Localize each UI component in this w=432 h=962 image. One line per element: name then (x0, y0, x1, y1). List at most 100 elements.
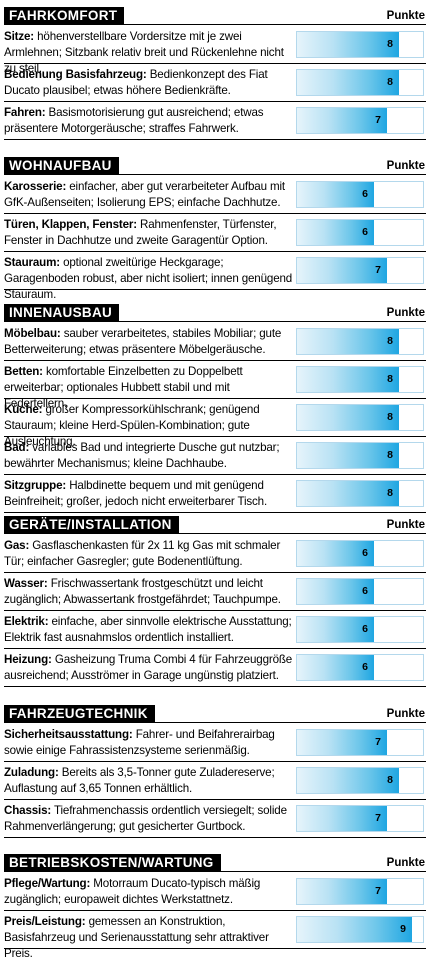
score-value: 8 (387, 449, 393, 461)
rating-row: Preis/Leistung: gemessen an Konstruktion… (4, 911, 426, 960)
score-fill (297, 329, 399, 354)
score-bar: 7 (296, 805, 424, 832)
section-innenausbau: INNENAUSBAU Punkte Möbelbau: sauber verarb… (0, 301, 432, 513)
rating-text: Bedienung Basisfahrzeug: Bedienkonzept d… (4, 67, 293, 99)
score-fill (297, 806, 387, 831)
rating-label: Sicherheitsausstattung: (4, 728, 133, 741)
score-fill (297, 917, 412, 942)
rating-row: Karosserie: einfacher, aber gut verarbei… (4, 176, 426, 214)
rating-row: Sitze: höhenverstellbare Vordersitze mit… (4, 26, 426, 75)
score-fill (297, 443, 399, 468)
score-fill (297, 617, 374, 642)
rating-text: Zuladung: Bereits als 3,5-Tonner gute Zu… (4, 765, 293, 797)
rating-row: Bad: variables Bad und integrierte Dusch… (4, 437, 426, 475)
score-bar: 6 (296, 616, 424, 643)
rating-label: Karosserie: (4, 180, 67, 193)
score-bar: 7 (296, 107, 424, 134)
score-value: 7 (375, 114, 381, 126)
rating-label: Elektrik: (4, 615, 49, 628)
rating-label: Wasser: (4, 577, 48, 590)
score-value: 8 (387, 373, 393, 385)
rating-text: Stauraum: optional zweitürige Heckgarage… (4, 255, 293, 303)
rating-description: Tiefrahmenchassis ordentlich versiegelt;… (4, 804, 287, 833)
score-fill (297, 220, 374, 245)
section-header: INNENAUSBAU Punkte (0, 301, 432, 323)
rating-row: Türen, Klappen, Fenster: Rahmenfenster, … (4, 214, 426, 252)
score-fill (297, 481, 399, 506)
score-value: 6 (362, 585, 368, 597)
score-value: 8 (387, 487, 393, 499)
section-header: FAHRKOMFORT Punkte (0, 4, 432, 26)
rating-row: Zuladung: Bereits als 3,5-Tonner gute Zu… (4, 762, 426, 800)
rating-row: Wasser: Frischwassertank frostgeschützt … (4, 573, 426, 611)
section-rule (4, 871, 426, 873)
rating-row: Sitzgruppe: Halbdinette bequem und mit g… (4, 475, 426, 513)
rating-text: Fahren: Basismotorisierung gut ausreiche… (4, 105, 293, 137)
section-rule (4, 533, 426, 535)
section-title: BETRIEBSKOSTEN/WARTUNG (4, 854, 221, 871)
score-value: 7 (375, 264, 381, 276)
rating-row: Bedienung Basisfahrzeug: Bedienkonzept d… (4, 64, 426, 102)
section-betriebskosten-wartung: BETRIEBSKOSTEN/WARTUNG Punkte Pflege/Wartu… (0, 851, 432, 960)
rating-row: Sicherheitsausstattung: Fahrer- und Beif… (4, 724, 426, 762)
rating-text: Preis/Leistung: gemessen an Konstruktion… (4, 914, 293, 962)
section-fahrkomfort: FAHRKOMFORT Punkte Sitze: höhenverstellbar… (0, 4, 432, 140)
rating-description: Rahmenfenster, Türfenster, Fenster in Da… (4, 218, 277, 247)
punkte-label: Punkte (386, 519, 425, 531)
rating-description: großer Kompressorkühlschrank; genügend S… (4, 403, 260, 448)
rating-label: Türen, Klappen, Fenster: (4, 218, 137, 231)
score-bar: 6 (296, 540, 424, 567)
rating-description: sauber verarbeitetes, stabiles Mobiliar;… (4, 327, 282, 356)
score-bar: 6 (296, 181, 424, 208)
rating-label: Pflege/Wartung: (4, 877, 91, 890)
score-fill (297, 182, 374, 207)
rating-text: Heizung: Gasheizung Truma Combi 4 für Fa… (4, 652, 293, 684)
section-title: FAHRKOMFORT (4, 7, 125, 24)
score-bar: 8 (296, 366, 424, 393)
score-fill (297, 768, 399, 793)
rating-description: Halbdinette bequem und mit genügend Bein… (4, 479, 268, 508)
score-value: 8 (387, 335, 393, 347)
score-bar: 8 (296, 767, 424, 794)
punkte-label: Punkte (386, 160, 425, 172)
rating-text: Küche: großer Kompressorkühlschrank; gen… (4, 402, 293, 450)
rating-label: Bad: (4, 441, 30, 454)
section-title: WOHNAUFBAU (4, 157, 119, 174)
punkte-label: Punkte (386, 857, 425, 869)
score-value: 7 (375, 812, 381, 824)
rating-text: Sitze: höhenverstellbare Vordersitze mit… (4, 29, 293, 77)
rating-text: Elektrik: einfache, aber sinnvolle elekt… (4, 614, 293, 646)
rating-description: Bereits als 3,5-Tonner gute Zuladereserv… (4, 766, 275, 795)
section-title: INNENAUSBAU (4, 304, 120, 321)
section-header: WOHNAUFBAU Punkte (0, 154, 432, 176)
score-bar: 7 (296, 729, 424, 756)
rating-description: gemessen an Konstruktion, Basisfahrzeug … (4, 915, 269, 960)
score-value: 6 (362, 226, 368, 238)
rating-text: Wasser: Frischwassertank frostgeschützt … (4, 576, 293, 608)
rating-description: Fahrer- und Beifahrerairbag sowie einige… (4, 728, 275, 757)
rating-row: Gas: Gasflaschenkasten für 2x 11 kg Gas … (4, 535, 426, 573)
score-bar: 8 (296, 442, 424, 469)
section-header: BETRIEBSKOSTEN/WARTUNG Punkte (0, 851, 432, 873)
score-bar: 8 (296, 404, 424, 431)
section-rule (4, 174, 426, 176)
rating-label: Möbelbau: (4, 327, 61, 340)
section-rule (4, 321, 426, 323)
rating-label: Bedienung Basisfahrzeug: (4, 68, 147, 81)
rating-text: Betten: komfortable Einzelbetten zu Dopp… (4, 364, 293, 412)
score-value: 7 (375, 885, 381, 897)
section-header: FAHRZEUGTECHNIK Punkte (0, 702, 432, 724)
rating-label: Betten: (4, 365, 43, 378)
score-value: 9 (400, 923, 406, 935)
punkte-label: Punkte (386, 10, 425, 22)
rating-text: Karosserie: einfacher, aber gut verarbei… (4, 179, 293, 211)
rating-description: Gasflaschenkasten für 2x 11 kg Gas mit s… (4, 539, 281, 568)
rating-row: Heizung: Gasheizung Truma Combi 4 für Fa… (4, 649, 426, 687)
score-fill (297, 32, 399, 57)
rating-label: Gas: (4, 539, 30, 552)
punkte-label: Punkte (386, 307, 425, 319)
rating-row: Pflege/Wartung: Motorraum Ducato-typisch… (4, 873, 426, 911)
rating-text: Türen, Klappen, Fenster: Rahmenfenster, … (4, 217, 293, 249)
score-bar: 9 (296, 916, 424, 943)
